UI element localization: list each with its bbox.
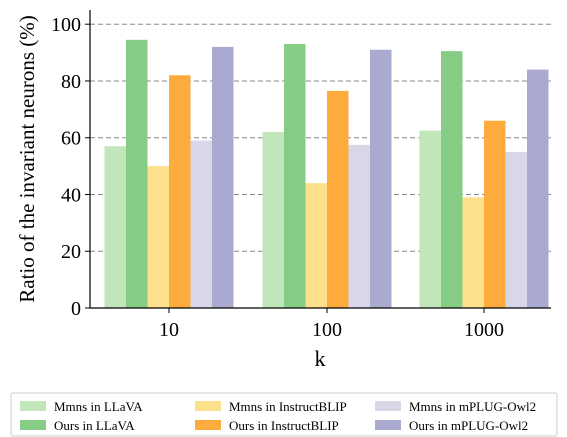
y-tick-label: 0 [71, 298, 81, 320]
bars [104, 39, 549, 309]
bar [441, 51, 463, 309]
legend-label: Mmns in mPLUG-Owl2 [409, 399, 536, 414]
bar [462, 197, 484, 308]
legend-swatch [20, 420, 46, 430]
axes [89, 10, 551, 309]
bar [284, 44, 306, 309]
legend-swatch [195, 420, 221, 430]
legend-label: Mmns in LLaVA [54, 399, 143, 414]
bar [169, 75, 191, 309]
legend-frame [10, 392, 558, 437]
bar [527, 69, 549, 308]
bar [212, 46, 234, 309]
legend-label: Ours in LLaVA [54, 418, 135, 433]
bar [484, 120, 506, 308]
legend-label: Ours in mPLUG-Owl2 [409, 418, 528, 433]
x-tick-label: 10 [159, 319, 179, 341]
legend-swatch [375, 420, 401, 430]
bar [419, 130, 441, 308]
bar [505, 151, 527, 308]
bar [190, 140, 212, 308]
legend-label: Ours in InstructBLIP [229, 418, 339, 433]
x-axis-label: k [315, 346, 326, 371]
bar [348, 144, 370, 308]
bar [126, 39, 148, 309]
y-axis-label: Ratio of the invariant neurons (%) [15, 15, 39, 303]
bar [327, 90, 349, 308]
bar [262, 132, 284, 308]
legend-swatch [20, 401, 46, 411]
legend-swatch [195, 401, 221, 411]
y-tick-label: 80 [61, 71, 81, 93]
legend: Mmns in LLaVA Ours in LLaVA Mmns in Instru… [10, 392, 558, 437]
legend-swatch [375, 401, 401, 411]
y-tick-label: 20 [61, 241, 81, 263]
y-ticks: 0 20 40 60 80 100 [51, 14, 90, 320]
bar [147, 166, 169, 308]
y-tick-label: 40 [61, 184, 81, 206]
y-tick-label: 100 [51, 14, 81, 36]
y-tick-label: 60 [61, 128, 81, 150]
bar [370, 49, 392, 308]
x-tick-label: 1000 [464, 319, 504, 341]
x-ticks: 10 100 1000 [159, 308, 504, 341]
bar [305, 183, 327, 308]
x-tick-label: 100 [312, 319, 342, 341]
legend-label: Mmns in InstructBLIP [229, 399, 347, 414]
bar [104, 146, 126, 308]
